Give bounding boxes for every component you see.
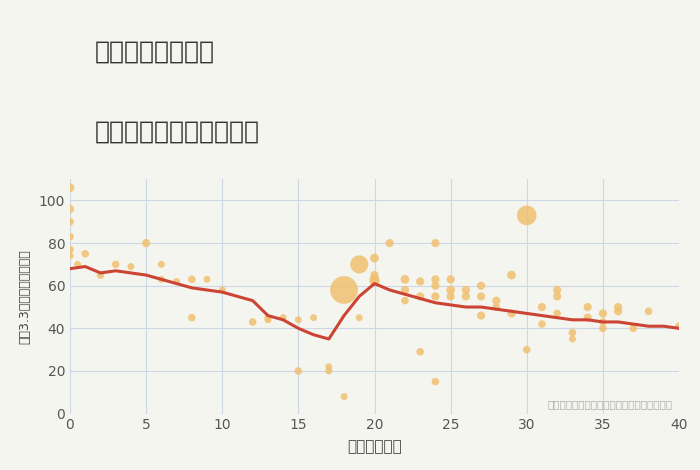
Point	[369, 271, 380, 279]
Point	[643, 307, 655, 315]
Point	[475, 282, 486, 290]
Point	[64, 252, 76, 259]
Text: 奈良県萩の台駅の: 奈良県萩の台駅の	[94, 40, 214, 64]
Point	[339, 393, 350, 400]
Point	[536, 303, 547, 311]
Point	[399, 275, 410, 283]
Point	[552, 286, 563, 294]
Point	[72, 261, 83, 268]
Point	[430, 378, 441, 385]
Point	[536, 321, 547, 328]
Point	[171, 278, 182, 285]
Point	[597, 325, 608, 332]
Point	[673, 322, 685, 330]
Point	[354, 261, 365, 268]
Point	[277, 314, 289, 321]
Point	[384, 239, 395, 247]
Point	[414, 348, 426, 355]
Point	[80, 250, 91, 258]
Point	[369, 275, 380, 283]
Point	[461, 286, 472, 294]
Point	[612, 307, 624, 315]
Point	[186, 314, 197, 321]
Point	[430, 293, 441, 300]
Point	[445, 275, 456, 283]
Point	[445, 286, 456, 294]
Point	[369, 278, 380, 285]
Text: 円の大きさは、取引のあった物件面積を示す: 円の大きさは、取引のあった物件面積を示す	[548, 399, 673, 409]
Point	[202, 275, 213, 283]
Point	[369, 254, 380, 262]
Point	[186, 275, 197, 283]
Point	[95, 271, 106, 279]
Point	[156, 261, 167, 268]
Point	[308, 314, 319, 321]
Point	[262, 314, 274, 321]
Point	[567, 329, 578, 337]
Point	[64, 184, 76, 191]
Point	[597, 318, 608, 326]
Point	[552, 293, 563, 300]
Point	[430, 275, 441, 283]
Point	[506, 310, 517, 317]
Point	[110, 261, 121, 268]
Y-axis label: 坪（3.3㎡）単価（万円）: 坪（3.3㎡）単価（万円）	[19, 249, 32, 344]
Point	[430, 282, 441, 290]
Point	[414, 293, 426, 300]
Point	[582, 314, 594, 321]
Point	[262, 316, 274, 323]
Text: 築年数別中古戸建て価格: 築年数別中古戸建て価格	[94, 120, 260, 144]
Point	[552, 310, 563, 317]
Point	[597, 310, 608, 317]
Point	[323, 367, 335, 375]
Point	[582, 303, 594, 311]
Point	[293, 316, 304, 323]
Point	[461, 293, 472, 300]
Point	[506, 271, 517, 279]
Point	[445, 293, 456, 300]
Point	[491, 303, 502, 311]
Point	[521, 346, 532, 353]
Point	[64, 246, 76, 253]
Point	[125, 263, 136, 270]
Point	[141, 239, 152, 247]
Point	[491, 297, 502, 305]
Point	[247, 318, 258, 326]
Point	[612, 303, 624, 311]
Point	[521, 212, 532, 219]
Point	[399, 286, 410, 294]
Point	[399, 297, 410, 305]
Point	[217, 286, 228, 294]
Point	[293, 367, 304, 375]
Point	[430, 239, 441, 247]
Point	[628, 325, 639, 332]
Point	[475, 293, 486, 300]
Point	[323, 363, 335, 370]
Point	[64, 205, 76, 213]
Point	[64, 233, 76, 241]
Point	[567, 335, 578, 343]
Point	[339, 286, 350, 294]
Point	[156, 275, 167, 283]
Point	[354, 314, 365, 321]
X-axis label: 築年数（年）: 築年数（年）	[347, 439, 402, 454]
Point	[64, 218, 76, 226]
Point	[475, 312, 486, 319]
Point	[414, 278, 426, 285]
